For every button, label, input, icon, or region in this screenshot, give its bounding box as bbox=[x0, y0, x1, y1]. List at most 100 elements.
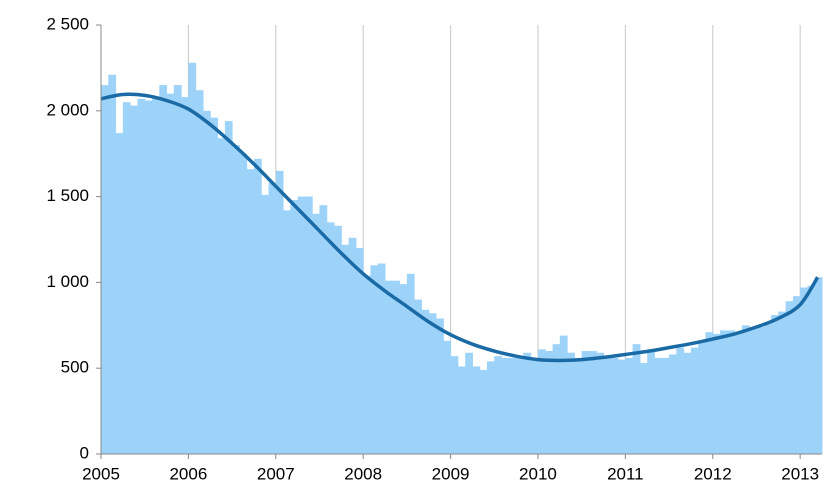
bar bbox=[661, 357, 670, 454]
x-tick-label: 2006 bbox=[169, 464, 207, 483]
bar bbox=[690, 347, 699, 454]
bar bbox=[814, 277, 823, 454]
bar bbox=[443, 340, 452, 454]
bar bbox=[508, 357, 517, 454]
bar bbox=[210, 117, 218, 454]
bar bbox=[166, 93, 175, 454]
y-tick-label: 2 500 bbox=[46, 14, 89, 33]
bar bbox=[647, 351, 655, 454]
trend-line bbox=[100, 92, 820, 363]
bar bbox=[683, 352, 692, 454]
bar bbox=[348, 237, 357, 454]
bar bbox=[363, 275, 371, 454]
bar bbox=[632, 344, 641, 454]
bar bbox=[304, 196, 313, 454]
bar bbox=[188, 62, 197, 454]
bar bbox=[290, 200, 299, 454]
bar bbox=[399, 284, 408, 454]
bar bbox=[355, 248, 364, 454]
bar bbox=[800, 287, 808, 454]
bar bbox=[771, 315, 779, 454]
y-tick-label: 0 bbox=[80, 443, 89, 462]
bar bbox=[414, 299, 422, 454]
x-tick-label: 2007 bbox=[257, 464, 295, 483]
bar bbox=[217, 138, 226, 455]
bar bbox=[625, 357, 634, 454]
bar bbox=[377, 263, 386, 454]
bar bbox=[727, 330, 736, 454]
bar bbox=[552, 344, 561, 454]
bar bbox=[720, 330, 728, 454]
bar bbox=[297, 196, 306, 454]
bar bbox=[792, 296, 801, 454]
bar bbox=[428, 313, 437, 454]
bar bbox=[596, 352, 605, 454]
y-tick-label: 2 000 bbox=[46, 100, 89, 119]
bar bbox=[712, 333, 721, 454]
bar bbox=[676, 347, 685, 454]
bar bbox=[181, 97, 189, 455]
x-tick-label: 2012 bbox=[694, 464, 732, 483]
bar bbox=[202, 110, 211, 455]
x-tick-label: 2013 bbox=[781, 464, 819, 483]
bar bbox=[246, 169, 255, 455]
bar bbox=[530, 357, 539, 454]
bar bbox=[115, 133, 124, 454]
bar bbox=[159, 85, 168, 454]
bar bbox=[472, 366, 481, 454]
bar bbox=[122, 102, 131, 454]
bar bbox=[537, 349, 546, 454]
bar bbox=[705, 332, 714, 454]
bar bbox=[275, 170, 284, 455]
bar bbox=[501, 357, 510, 454]
x-tick-label: 2011 bbox=[607, 464, 644, 483]
bar bbox=[494, 356, 503, 454]
bar bbox=[756, 327, 765, 454]
bar bbox=[559, 335, 568, 454]
bar bbox=[283, 210, 291, 454]
bar bbox=[610, 357, 619, 454]
bar bbox=[669, 354, 677, 454]
bar bbox=[268, 182, 277, 454]
bar bbox=[173, 85, 182, 454]
bar bbox=[457, 366, 466, 454]
bar bbox=[450, 356, 459, 454]
bar bbox=[326, 222, 335, 454]
bar bbox=[639, 363, 648, 454]
bar bbox=[807, 285, 816, 454]
bar bbox=[392, 280, 401, 454]
bar bbox=[101, 85, 109, 454]
bar bbox=[137, 98, 146, 455]
bar bbox=[698, 340, 707, 454]
bar bbox=[151, 98, 160, 455]
x-tick-label: 2009 bbox=[432, 464, 470, 483]
bar bbox=[312, 213, 320, 454]
y-tick-label: 1 000 bbox=[46, 272, 89, 291]
bar bbox=[406, 273, 415, 454]
x-tick-label: 2008 bbox=[344, 464, 382, 483]
bar bbox=[749, 327, 757, 454]
bar bbox=[567, 352, 575, 454]
bar bbox=[232, 145, 240, 454]
bar bbox=[603, 357, 612, 454]
x-tick-label: 2005 bbox=[82, 464, 120, 483]
bar bbox=[588, 351, 597, 454]
bar bbox=[618, 359, 626, 454]
bar bbox=[334, 225, 342, 454]
bar bbox=[421, 309, 430, 454]
bar bbox=[341, 244, 350, 454]
bar bbox=[741, 325, 750, 454]
bar bbox=[785, 301, 794, 454]
bar bbox=[516, 356, 524, 454]
bar bbox=[239, 153, 248, 454]
y-tick-label: 500 bbox=[61, 358, 89, 377]
bar bbox=[130, 105, 138, 454]
bar bbox=[778, 311, 787, 454]
bar bbox=[144, 100, 153, 454]
bar bbox=[487, 361, 495, 454]
bar bbox=[108, 74, 117, 454]
y-tick-label: 1 500 bbox=[46, 186, 89, 205]
bar bbox=[224, 121, 233, 454]
